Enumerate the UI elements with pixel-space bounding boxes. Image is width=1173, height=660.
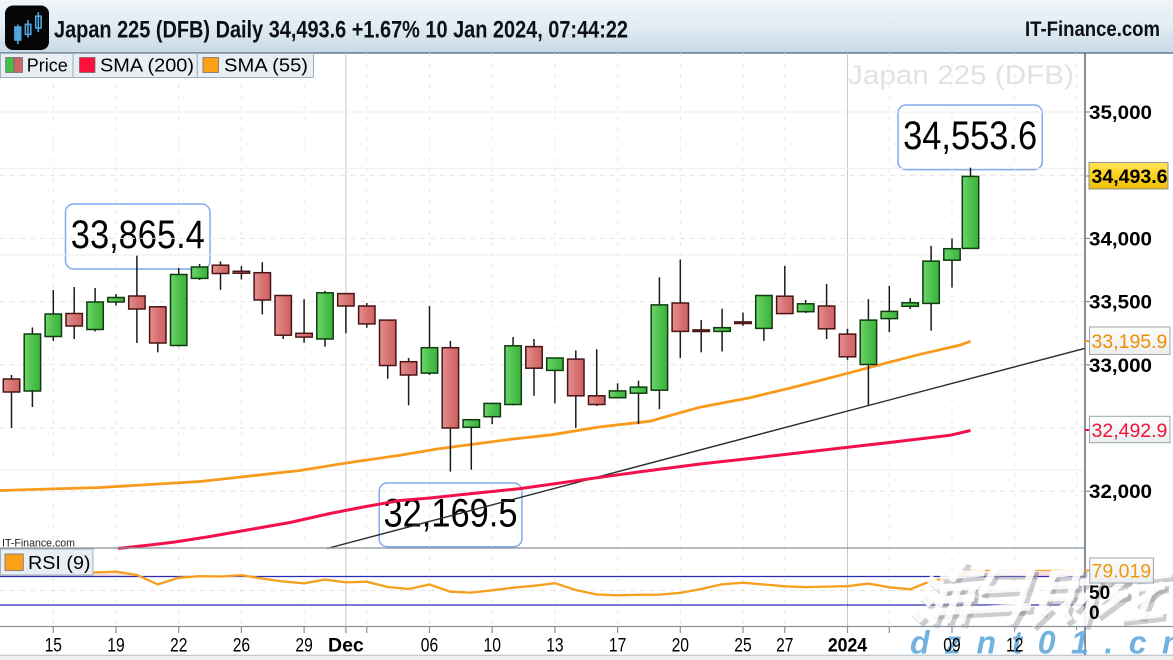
svg-text:33,500: 33,500 bbox=[1089, 292, 1152, 314]
svg-text:17: 17 bbox=[609, 635, 626, 657]
svg-text:33,000: 33,000 bbox=[1089, 355, 1152, 377]
svg-text:dznt01.cn: dznt01.cn bbox=[910, 625, 1173, 660]
svg-text:06: 06 bbox=[421, 635, 438, 657]
svg-text:34,553.6: 34,553.6 bbox=[903, 114, 1037, 158]
svg-text:RSI (9): RSI (9) bbox=[28, 553, 91, 573]
svg-text:12: 12 bbox=[1006, 635, 1023, 657]
svg-text:19: 19 bbox=[107, 635, 124, 657]
svg-text:33,865.4: 33,865.4 bbox=[71, 213, 205, 257]
svg-text:34,000: 34,000 bbox=[1089, 228, 1152, 250]
svg-text:20: 20 bbox=[672, 635, 690, 657]
svg-text:50: 50 bbox=[1089, 583, 1110, 604]
svg-text:35,000: 35,000 bbox=[1089, 102, 1152, 124]
svg-text:Price: Price bbox=[27, 56, 68, 76]
svg-text:Dec: Dec bbox=[328, 635, 364, 657]
svg-text:26: 26 bbox=[233, 635, 250, 657]
svg-text:09: 09 bbox=[943, 635, 960, 657]
svg-text:25: 25 bbox=[734, 635, 752, 657]
svg-text:34,493.6: 34,493.6 bbox=[1092, 166, 1168, 188]
svg-text:33,195.9: 33,195.9 bbox=[1092, 331, 1168, 353]
svg-text:10: 10 bbox=[484, 635, 502, 657]
svg-text:79.019: 79.019 bbox=[1092, 561, 1152, 583]
svg-text:32,000: 32,000 bbox=[1089, 481, 1152, 503]
svg-text:32,492.9: 32,492.9 bbox=[1092, 420, 1168, 442]
svg-text:27: 27 bbox=[776, 635, 793, 657]
svg-text:Japan 225 (DFB): Japan 225 (DFB) bbox=[848, 60, 1074, 90]
svg-text:2024: 2024 bbox=[828, 635, 867, 657]
svg-text:Japan 225 (DFB) Daily 34,493.6: Japan 225 (DFB) Daily 34,493.6 +1.67% 10… bbox=[54, 17, 628, 44]
svg-text:SMA (200): SMA (200) bbox=[100, 56, 194, 76]
svg-text:SMA (55): SMA (55) bbox=[224, 56, 308, 76]
svg-text:dznt01.cn: dznt01.cn bbox=[908, 622, 1173, 658]
svg-text:IT-Finance.com: IT-Finance.com bbox=[2, 538, 75, 550]
svg-text:IT-Finance.com: IT-Finance.com bbox=[1025, 17, 1160, 41]
svg-text:0: 0 bbox=[1089, 603, 1100, 624]
svg-text:22: 22 bbox=[170, 635, 187, 657]
svg-text:15: 15 bbox=[45, 635, 63, 657]
svg-text:13: 13 bbox=[546, 635, 563, 657]
svg-text:29: 29 bbox=[295, 635, 312, 657]
